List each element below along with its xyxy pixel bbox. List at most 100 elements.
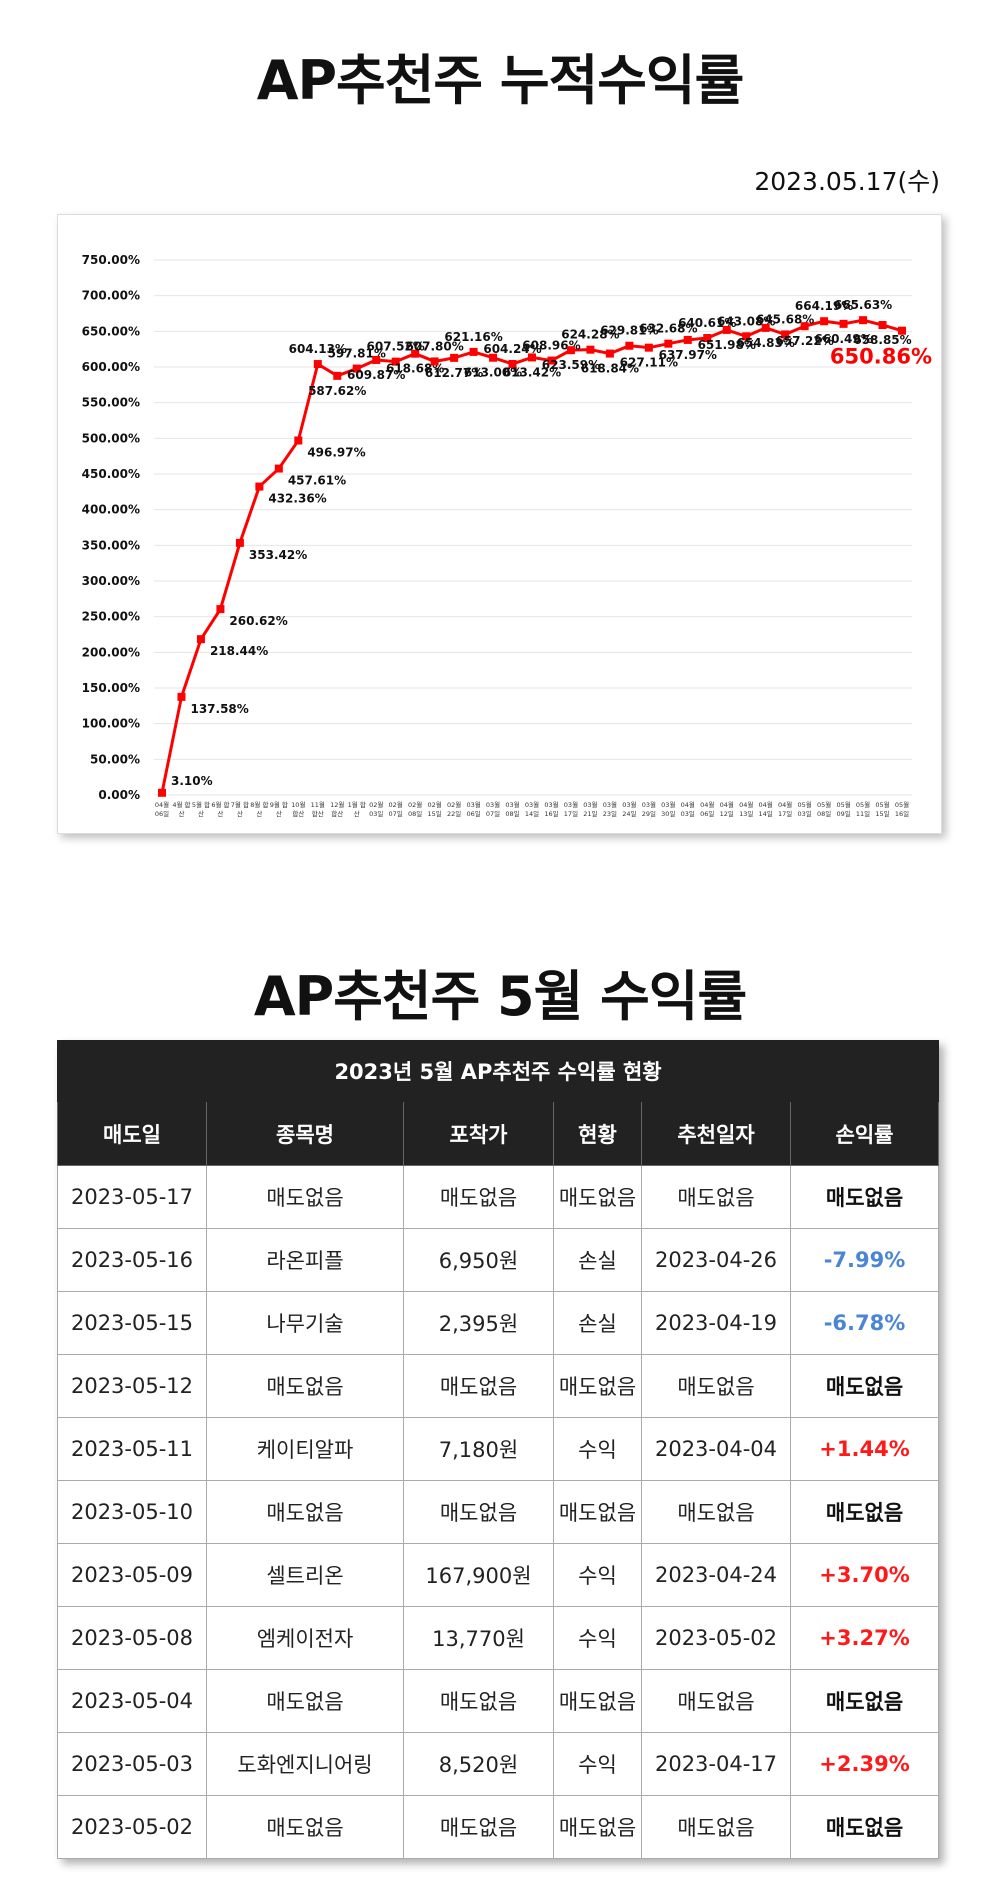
y-tick-label: 450.00% xyxy=(82,467,140,481)
marker xyxy=(800,322,809,331)
x-tick-label: 05월 03일 xyxy=(797,801,812,818)
marker xyxy=(528,353,536,362)
marker xyxy=(255,482,264,491)
x-tick-label: 05월 16일 xyxy=(894,801,910,818)
marker xyxy=(391,357,400,366)
x-tick-label: 12월 합산 xyxy=(330,801,345,818)
table-cell: 매도없음 xyxy=(553,1354,642,1418)
x-tick-label: 04월 12일 xyxy=(719,801,734,818)
x-tick-label: 4월 합산 xyxy=(172,801,191,818)
y-tick-label: 750.00% xyxy=(82,253,140,267)
marker xyxy=(177,692,186,701)
x-tick-label: 03월 29일 xyxy=(641,801,656,818)
table-cell: 매도없음 xyxy=(206,1354,404,1418)
y-tick-label: 100.00% xyxy=(82,717,140,731)
table-cell: 2023-04-24 xyxy=(641,1543,791,1607)
table-cell: -7.99% xyxy=(789,1228,940,1292)
table-head: 2023년 5월 AP추천주 수익률 현황 매도일 종목명 포착가 현황 추천일자 손익률 xyxy=(56,1040,940,1166)
marker xyxy=(372,355,381,364)
x-tick-label: 9월 합산 xyxy=(269,801,288,818)
data-label: 608.96% xyxy=(522,339,580,353)
table-cell: 수익 xyxy=(553,1543,642,1607)
y-tick-label: 50.00% xyxy=(90,752,140,766)
data-label: 623.59% xyxy=(542,358,600,372)
x-tick-label: 03월 17일 xyxy=(563,801,579,818)
table-cell: 2023-05-16 xyxy=(57,1228,207,1292)
table-cell: 2023-05-12 xyxy=(57,1354,207,1418)
x-tick-label: 04월 17일 xyxy=(778,801,793,818)
x-tick-label: 03월 08일 xyxy=(505,801,520,818)
data-label: 609.87% xyxy=(347,368,405,382)
data-label: 650.86% xyxy=(830,345,932,369)
table-cell: 엠케이전자 xyxy=(206,1606,404,1670)
table-row: 2023-05-03 도화엔지니어링 8,520원 수익 2023-04-17 +2.39… xyxy=(57,1732,940,1796)
marker xyxy=(605,349,614,358)
table-cell: 2023-04-19 xyxy=(641,1291,791,1355)
marker xyxy=(235,538,244,547)
marker xyxy=(196,635,205,644)
data-label: 627.11% xyxy=(620,356,678,370)
marker xyxy=(508,359,517,368)
data-label: 618.84% xyxy=(581,362,639,376)
x-tick-label: 05월 09일 xyxy=(836,801,851,818)
x-tick-label: 1월 합산 xyxy=(347,801,366,818)
data-label: 651.98% xyxy=(698,338,756,352)
data-label: 645.68% xyxy=(756,312,814,326)
x-tick-label: 03월 21일 xyxy=(583,801,598,818)
table-cell: 매도없음 xyxy=(403,1669,554,1733)
table-cell: 매도없음 xyxy=(206,1165,404,1229)
data-label: 604.24% xyxy=(483,342,541,356)
table-cell: 13,770원 xyxy=(403,1606,554,1670)
data-label: 260.62% xyxy=(229,614,287,628)
y-tick-label: 700.00% xyxy=(82,289,140,303)
table-cell: 2023-05-04 xyxy=(57,1669,207,1733)
x-tick-label: 5월 합산 xyxy=(191,801,211,818)
x-tick-label: 11월 합산 xyxy=(310,801,325,818)
x-tick-label: 02월 08일 xyxy=(408,801,423,818)
table-row: 2023-05-08 엠케이전자 13,770원 수익 2023-05-02 +3.27% xyxy=(57,1606,940,1670)
marker xyxy=(333,371,342,380)
data-label: 3.10% xyxy=(171,774,213,788)
marker xyxy=(859,316,868,325)
data-label: 607.80% xyxy=(405,339,463,353)
table-cell: 수익 xyxy=(553,1606,642,1670)
table-cell: 매도없음 xyxy=(553,1795,642,1859)
table-cell: 매도없음 xyxy=(553,1669,642,1733)
x-tick-label: 05월 15일 xyxy=(875,801,890,818)
table-cell: +2.39% xyxy=(789,1732,940,1796)
marker xyxy=(683,335,692,344)
table-cell: 매도없음 xyxy=(641,1165,791,1229)
table-cell: 나무기술 xyxy=(206,1291,404,1355)
x-tick-label: 03월 07일 xyxy=(485,801,501,818)
table-cell: +3.27% xyxy=(789,1606,940,1670)
data-label: 640.61% xyxy=(678,316,736,330)
x-tick-label: 03월 14일 xyxy=(524,801,540,818)
data-label: 457.61% xyxy=(288,474,346,488)
date: 2023.05.17(수) xyxy=(754,167,940,196)
data-label: 612.77% xyxy=(425,366,483,380)
column-header: 추천일자 xyxy=(641,1101,791,1166)
chart-title: AP추천주 누적수익률 xyxy=(256,49,745,112)
marker xyxy=(489,353,498,362)
table-cell: 손실 xyxy=(553,1291,642,1355)
data-label: 658.85% xyxy=(853,333,911,347)
table-heading: AP추천주 5월 수익률 xyxy=(253,965,747,1028)
y-tick-label: 300.00% xyxy=(82,574,140,588)
table-cell: 매도없음 xyxy=(789,1480,940,1544)
y-tick-label: 600.00% xyxy=(82,360,140,374)
x-tick-label: 03월 23일 xyxy=(602,801,618,818)
marker xyxy=(644,343,653,352)
x-tick-label: 04월 03일 xyxy=(680,801,695,818)
marker xyxy=(703,334,712,343)
table-row: 2023-05-02 매도없음 매도없음 매도없음 매도없음 매도없음 xyxy=(57,1795,940,1859)
column-header: 현황 xyxy=(553,1101,642,1166)
table-cell: 매도없음 xyxy=(553,1480,642,1544)
table-cell: 매도없음 xyxy=(403,1165,554,1229)
table-cell: 매도없음 xyxy=(789,1669,940,1733)
x-tick-label: 02월 03일 xyxy=(369,801,384,818)
y-tick-label: 350.00% xyxy=(82,538,140,552)
table-cell: 수익 xyxy=(553,1732,642,1796)
table-cell: 2023-04-04 xyxy=(641,1417,791,1481)
data-label: 664.19% xyxy=(795,299,853,313)
marker xyxy=(761,323,770,332)
